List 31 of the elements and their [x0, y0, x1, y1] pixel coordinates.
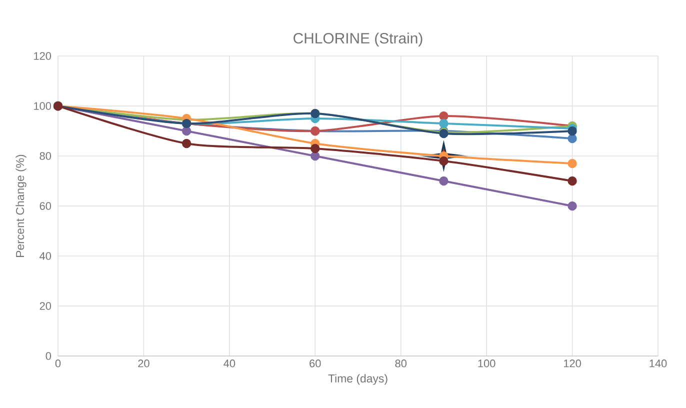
y-tick-label: 80: [40, 152, 52, 160]
x-tick-label: 120: [564, 360, 581, 368]
x-tick-label: 0: [55, 360, 61, 368]
point: [568, 126, 577, 136]
chart-title: CHLORINE (Strain): [294, 32, 422, 46]
y-tick-label: 120: [34, 52, 52, 60]
point: [439, 111, 448, 121]
y-tick-label: 60: [40, 202, 52, 210]
y-tick-label: 100: [34, 102, 52, 110]
x-tick-label: 20: [138, 360, 150, 368]
point: [310, 144, 320, 154]
point: [182, 126, 192, 136]
y-axis-title: Percent Change (%): [16, 154, 26, 257]
point: [568, 134, 577, 144]
x-tick-label: 60: [310, 360, 321, 368]
x-axis-title: Time (days): [328, 374, 388, 385]
point: [439, 176, 448, 186]
x-tick-label: 100: [478, 360, 496, 368]
point: [568, 201, 577, 211]
x-tick-label: 80: [395, 360, 407, 368]
point: [439, 118, 448, 128]
y-tick-label: 0: [46, 352, 52, 360]
y-tick-label: 20: [40, 302, 52, 310]
point: [568, 176, 577, 186]
point: [310, 151, 320, 161]
x-tick-label: 140: [650, 360, 667, 368]
point: [568, 158, 577, 168]
x-tick-label: 40: [224, 360, 236, 368]
point: [182, 138, 192, 148]
point: [439, 156, 448, 166]
y-tick-label: 40: [40, 252, 52, 260]
